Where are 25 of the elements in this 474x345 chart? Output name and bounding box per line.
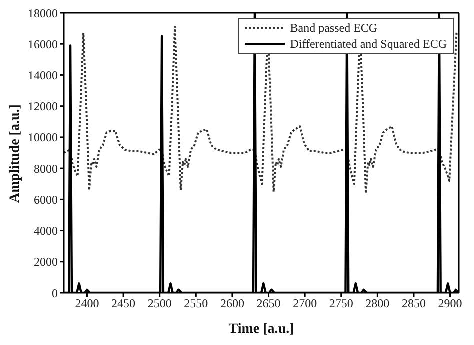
y-tick-label: 6000 xyxy=(34,192,58,207)
x-tick-label: 2700 xyxy=(293,296,318,311)
y-tick-label: 0 xyxy=(52,286,58,300)
y-tick-label: 14000 xyxy=(28,68,58,82)
x-tick-label: 2550 xyxy=(184,296,208,311)
y-tick-label: 10000 xyxy=(28,130,58,145)
y-tick-label: 2000 xyxy=(34,255,58,270)
x-tick-label: 2900 xyxy=(438,296,462,311)
y-tick-label: 16000 xyxy=(28,37,58,52)
x-tick-label: 2800 xyxy=(366,296,390,311)
x-axis-title: Time [a.u.] xyxy=(228,322,294,337)
x-tick-label: 2400 xyxy=(75,296,100,311)
y-tick-label: 4000 xyxy=(34,224,58,238)
y-tick-label: 12000 xyxy=(28,100,58,114)
x-tick-label: 2650 xyxy=(256,296,281,311)
x-tick-label: 2750 xyxy=(329,296,354,311)
x-tick-label: 2600 xyxy=(220,296,244,311)
y-axis-title: Amplitude [a.u.] xyxy=(8,104,23,203)
y-tick-label: 8000 xyxy=(34,162,58,176)
x-tick-label: 2500 xyxy=(148,296,172,311)
legend-label: Band passed ECG xyxy=(290,20,378,36)
x-tick-label: 2450 xyxy=(112,296,136,311)
legend-label: Differentiated and Squared ECG xyxy=(290,36,447,52)
x-tick-label: 2850 xyxy=(402,296,426,311)
y-tick-label: 18000 xyxy=(28,6,58,20)
